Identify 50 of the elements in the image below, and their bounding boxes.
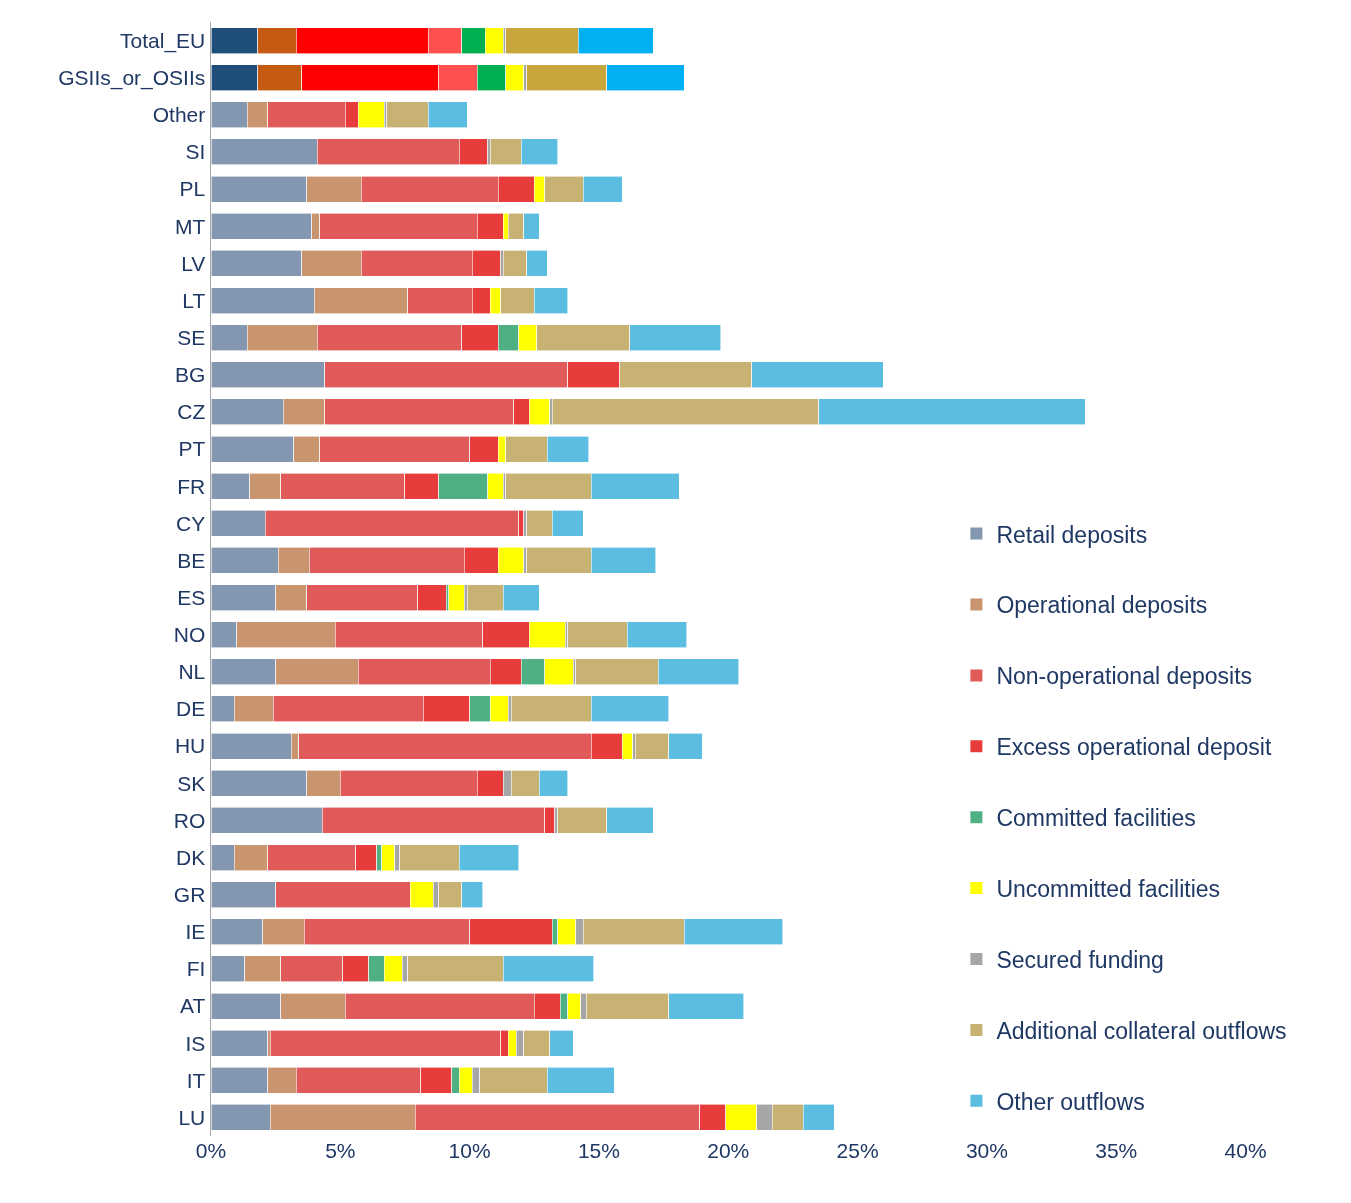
y-tick-label: RO <box>173 808 206 832</box>
legend-label: Committed facilities <box>996 805 1196 832</box>
y-tick-label: PL <box>179 177 206 201</box>
y-tick-label: GSIIs_or_OSIIs <box>58 66 206 91</box>
y-tick-label: CZ <box>177 400 206 424</box>
y-tick-label: MT <box>174 214 206 238</box>
x-tick-label: 20% <box>707 1139 750 1162</box>
y-tick-label: BG <box>174 363 206 387</box>
y-tick-label: LV <box>181 251 206 275</box>
y-tick-label: DK <box>176 845 206 869</box>
x-tick-label: 10% <box>448 1139 491 1162</box>
y-tick-label: IS <box>185 1031 206 1055</box>
y-tick-label: SK <box>177 771 206 795</box>
y-tick-label: LT <box>182 288 206 312</box>
x-tick-label: 40% <box>1224 1139 1267 1162</box>
y-tick-label: PT <box>178 437 206 461</box>
y-tick-label: Other <box>152 103 206 127</box>
y-tick-label: AT <box>180 994 206 1018</box>
y-tick-label: SE <box>177 325 206 349</box>
y-tick-label: NL <box>178 660 206 684</box>
y-tick-label: IT <box>186 1068 206 1092</box>
y-tick-label: SI <box>185 140 206 164</box>
x-tick-label: 15% <box>577 1139 620 1162</box>
legend-label: Excess operational deposit <box>996 734 1272 761</box>
y-tick-label: ES <box>177 585 206 609</box>
x-tick-label: 25% <box>836 1139 879 1162</box>
y-tick-label: DE <box>176 697 206 721</box>
y-tick-label: FR <box>177 474 206 498</box>
y-tick-label: Total_EU <box>120 28 206 53</box>
y-tick-label: IE <box>185 920 206 944</box>
legend-label: Secured funding <box>996 946 1164 973</box>
y-tick-label: GR <box>173 882 206 906</box>
legend-label: Non-operational deposits <box>996 663 1253 690</box>
y-tick-label: BE <box>177 548 206 572</box>
y-tick-label: NO <box>173 623 206 647</box>
legend-label: Retail deposits <box>996 521 1148 548</box>
y-tick-label: FI <box>186 957 206 981</box>
bar <box>448 584 465 611</box>
legend-label: Additional collateral outflows <box>996 1017 1287 1044</box>
x-tick-label: 0% <box>195 1139 227 1162</box>
legend-label: Uncommitted facilities <box>996 876 1221 903</box>
y-tick-label: HU <box>174 734 206 758</box>
x-tick-label: 5% <box>325 1139 356 1162</box>
y-tick-label: LU <box>178 1105 206 1129</box>
y-tick-label: CY <box>176 511 206 535</box>
legend-label: Other outflows <box>996 1088 1145 1115</box>
legend-label: Operational deposits <box>996 592 1208 619</box>
x-tick-label: 30% <box>965 1139 1008 1162</box>
x-tick-label: 35% <box>1095 1139 1138 1162</box>
bar <box>211 1029 269 1057</box>
